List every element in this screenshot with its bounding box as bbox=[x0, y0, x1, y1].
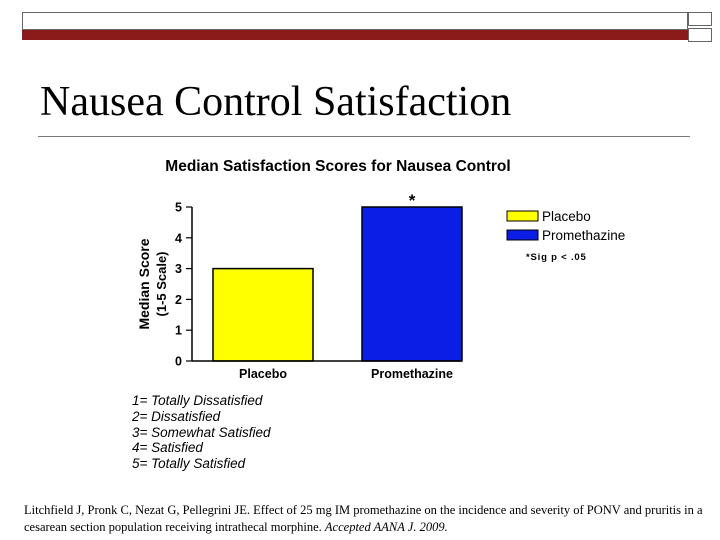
legend-label-placebo: Placebo bbox=[542, 209, 591, 224]
title-divider bbox=[38, 136, 690, 137]
legend-swatch-promethazine bbox=[506, 229, 539, 241]
significance-marker: * bbox=[409, 191, 416, 210]
y-tick-label: 0 bbox=[175, 355, 182, 369]
bar-promethazine bbox=[361, 206, 463, 362]
corner-decorative-box-top bbox=[688, 12, 712, 26]
top-accent-band bbox=[22, 30, 688, 40]
y-tick-label: 5 bbox=[175, 201, 182, 215]
scale-key-item: 5= Totally Satisfied bbox=[132, 456, 246, 472]
legend-swatch-placebo bbox=[506, 210, 539, 222]
significance-note: *Sig p < .05 bbox=[526, 252, 587, 263]
scale-key: 1= Totally Dissatisfied 2= Dissatisfied … bbox=[132, 393, 270, 472]
slide-title: Nausea Control Satisfaction bbox=[40, 79, 512, 125]
corner-decorative-box-bottom bbox=[688, 28, 712, 42]
scale-key-item: 4= Satisfied bbox=[132, 440, 203, 456]
chart-title: Median Satisfaction Scores for Nausea Co… bbox=[165, 158, 510, 175]
x-tick-label-promethazine: Promethazine bbox=[371, 367, 453, 381]
y-tick-label: 4 bbox=[175, 231, 182, 245]
y-axis-label-line2: (1-5 Scale) bbox=[154, 251, 169, 316]
y-tick-label: 2 bbox=[175, 293, 182, 307]
y-axis-label-line1: Median Score bbox=[136, 238, 152, 329]
scale-key-item: 2= Dissatisfied bbox=[132, 408, 221, 424]
legend-label-promethazine: Promethazine bbox=[542, 228, 625, 243]
x-tick-label-placebo: Placebo bbox=[239, 367, 287, 381]
y-axis-label: Median Score (1-5 Scale) bbox=[136, 238, 169, 329]
citation-journal: Accepted AANA J. 2009. bbox=[324, 520, 448, 534]
x-labels-layer: Placebo Promethazine bbox=[239, 367, 453, 381]
citation: Litchfield J, Pronk C, Nezat G, Pellegri… bbox=[24, 502, 704, 536]
legend: Placebo Promethazine bbox=[506, 209, 625, 243]
y-tick-label: 1 bbox=[175, 324, 182, 338]
scale-key-item: 3= Somewhat Satisfied bbox=[132, 424, 271, 440]
scale-key-item: 1= Totally Dissatisfied bbox=[132, 393, 263, 408]
bar-placebo bbox=[212, 267, 314, 362]
bars-layer bbox=[212, 206, 463, 362]
top-decorative-bar bbox=[22, 12, 688, 30]
y-ticks-layer: 0 1 2 3 4 5 bbox=[175, 201, 192, 369]
citation-text: Litchfield J, Pronk C, Nezat G, Pellegri… bbox=[24, 503, 703, 534]
y-tick-label: 3 bbox=[175, 262, 182, 276]
